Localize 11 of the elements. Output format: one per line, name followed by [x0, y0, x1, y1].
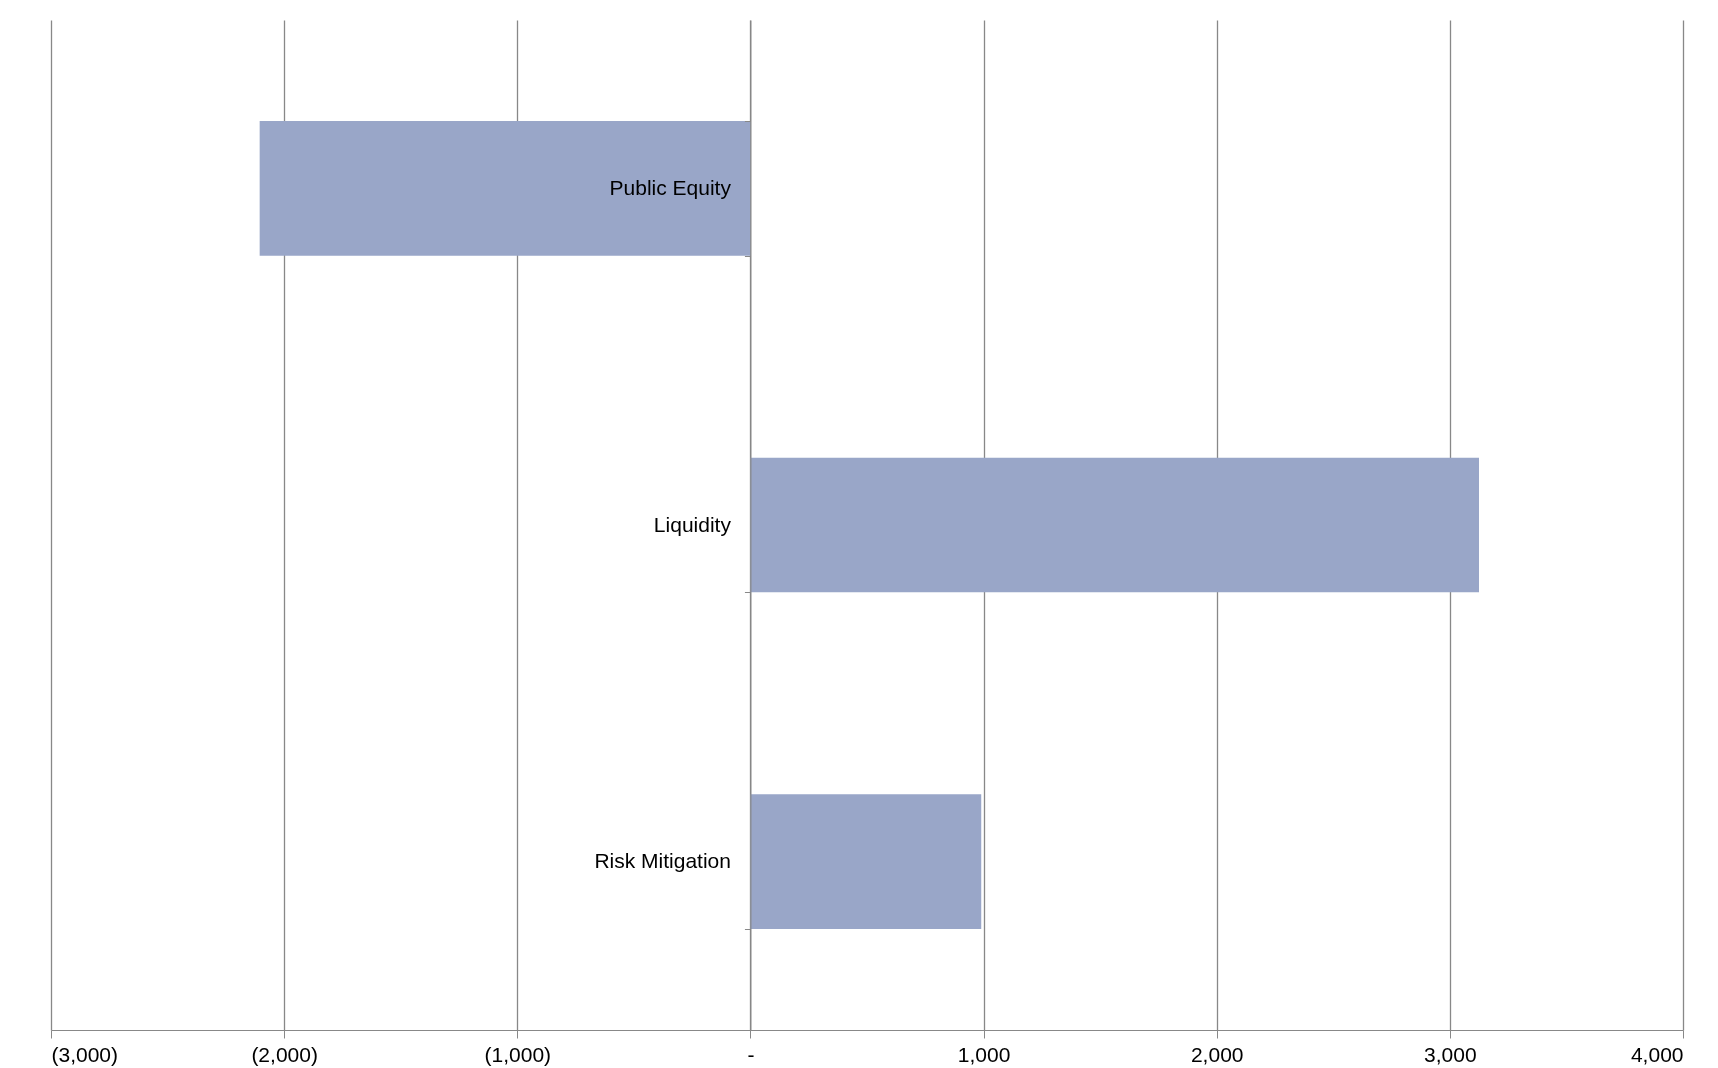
x-tick-label: (2,000)	[251, 1042, 318, 1066]
y-tick-label: Liquidity	[653, 512, 732, 536]
x-tick-label: (1,000)	[484, 1042, 552, 1066]
x-tick-label: -	[747, 1042, 755, 1066]
x-tick-label: (3,000)	[51, 1042, 119, 1066]
x-tick-label: 3,000	[1424, 1042, 1477, 1066]
y-tick-label: Risk Mitigation	[594, 849, 731, 873]
x-tick-label: 2,000	[1190, 1042, 1244, 1066]
y-tick-label: Public Equity	[609, 175, 732, 199]
x-tick-label: 1,000	[957, 1042, 1011, 1066]
x-tick-label: 4,000	[1630, 1042, 1684, 1066]
